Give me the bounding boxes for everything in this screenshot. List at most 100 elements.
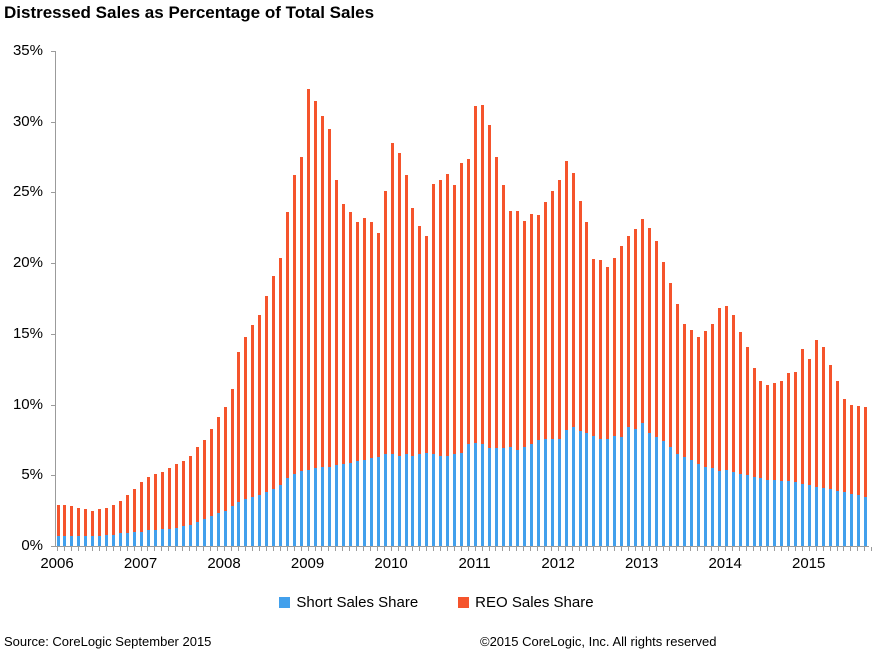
reo-sales-segment <box>383 191 387 455</box>
reo-sales-segment <box>334 179 338 466</box>
short-sales-segment <box>648 432 652 546</box>
short-sales-segment <box>195 521 199 546</box>
reo-sales-segment <box>320 116 324 467</box>
x-axis-tick <box>467 547 469 551</box>
stacked-bar <box>84 509 88 546</box>
stacked-bar <box>724 305 728 546</box>
stacked-bar <box>655 240 659 546</box>
x-axis-tick <box>857 547 859 551</box>
x-axis-tick <box>105 547 107 551</box>
x-axis-tick <box>133 547 135 551</box>
stacked-bar <box>230 389 234 546</box>
x-axis-tick <box>321 547 323 551</box>
short-sales-segment <box>411 455 415 546</box>
stacked-bar <box>244 336 248 546</box>
short-sales-segment <box>286 478 290 546</box>
short-sales-segment <box>320 466 324 546</box>
x-axis-tick <box>231 547 232 551</box>
x-axis-tick <box>405 547 406 551</box>
reo-sales-segment <box>286 212 290 479</box>
reo-sales-segment <box>717 308 721 472</box>
y-axis-tick <box>51 192 56 194</box>
short-sales-segment <box>787 480 791 546</box>
reo-sales-segment <box>439 179 443 456</box>
reo-sales-segment <box>272 275 276 490</box>
reo-sales-segment <box>341 203 345 464</box>
reo-sales-segment <box>425 236 429 453</box>
y-axis-label: 30% <box>12 112 43 130</box>
reo-sales-segment <box>362 217 366 460</box>
short-sales-segment <box>98 536 102 546</box>
reo-sales-segment <box>703 331 707 467</box>
x-axis-year-label: 2011 <box>458 555 491 572</box>
short-sales-segment <box>543 438 547 546</box>
short-sales-segment <box>557 438 561 546</box>
x-axis-tick <box>551 547 553 551</box>
short-sales-segment <box>675 454 679 546</box>
x-axis-tick <box>224 547 226 551</box>
stacked-bar <box>432 183 436 546</box>
stacked-bar <box>474 106 478 546</box>
short-sales-segment <box>279 485 283 546</box>
short-sales-segment <box>613 435 617 546</box>
short-sales-segment <box>293 473 297 546</box>
reo-sales-segment <box>522 220 526 447</box>
x-axis-tick <box>641 547 643 551</box>
short-sales-segment <box>488 448 492 546</box>
stacked-bar <box>599 260 603 546</box>
short-sales-segment <box>606 438 610 546</box>
reo-sales-segment <box>578 200 582 432</box>
x-axis-tick <box>871 547 873 551</box>
x-axis-tick <box>669 547 671 551</box>
stacked-bar <box>307 89 311 546</box>
reo-sales-segment <box>167 468 171 530</box>
legend: Short Sales Share REO Sales Share <box>0 594 873 611</box>
stacked-bar <box>216 417 220 546</box>
short-sales-segment <box>425 452 429 546</box>
reo-sales-segment <box>376 233 380 457</box>
reo-sales-segment <box>112 505 116 535</box>
short-sales-segment <box>794 482 798 546</box>
short-sales-segment <box>348 462 352 546</box>
stacked-bar <box>613 257 617 546</box>
short-sales-segment <box>759 478 763 546</box>
x-axis-tick <box>516 547 518 551</box>
short-sales-segment <box>745 475 749 546</box>
short-sales-segment <box>390 454 394 546</box>
y-axis-tick <box>51 546 56 547</box>
reo-sales-segment <box>724 305 728 470</box>
stacked-bar <box>634 229 638 546</box>
short-sales-segment <box>307 469 311 546</box>
reo-sales-segment <box>627 236 631 428</box>
x-axis-tick <box>836 547 838 551</box>
x-axis-tick <box>460 547 462 551</box>
stacked-bar <box>759 380 763 546</box>
stacked-bar <box>439 179 443 546</box>
stacked-bar <box>508 210 512 546</box>
x-axis-tick <box>258 547 260 551</box>
stacked-bar <box>251 325 255 546</box>
x-axis-tick <box>613 547 615 551</box>
short-sales-segment <box>481 444 485 546</box>
short-sales-segment <box>341 463 345 546</box>
short-sales-segment <box>536 439 540 546</box>
x-axis-tick <box>126 547 128 551</box>
stacked-bar <box>620 246 624 546</box>
stacked-bar <box>668 282 672 546</box>
reo-sales-segment <box>258 315 262 496</box>
reo-sales-segment <box>648 227 652 433</box>
reo-sales-segment <box>599 260 603 439</box>
stacked-bar <box>564 161 568 546</box>
y-axis-label: 5% <box>21 466 43 484</box>
x-axis-tick <box>314 547 316 551</box>
x-axis-tick <box>655 547 657 551</box>
x-axis-tick <box>363 547 365 551</box>
stacked-bar <box>383 191 387 546</box>
x-axis-labels: 2006 2007 2008 2009 2010 2011 2012 2013 2014 2015 <box>40 549 868 572</box>
stacked-bar <box>133 489 137 546</box>
reo-sales-segment <box>710 323 714 469</box>
stacked-bar <box>780 380 784 546</box>
reo-sales-segment <box>70 506 74 537</box>
short-sales-segment <box>550 438 554 546</box>
reo-sales-segment <box>251 325 255 497</box>
